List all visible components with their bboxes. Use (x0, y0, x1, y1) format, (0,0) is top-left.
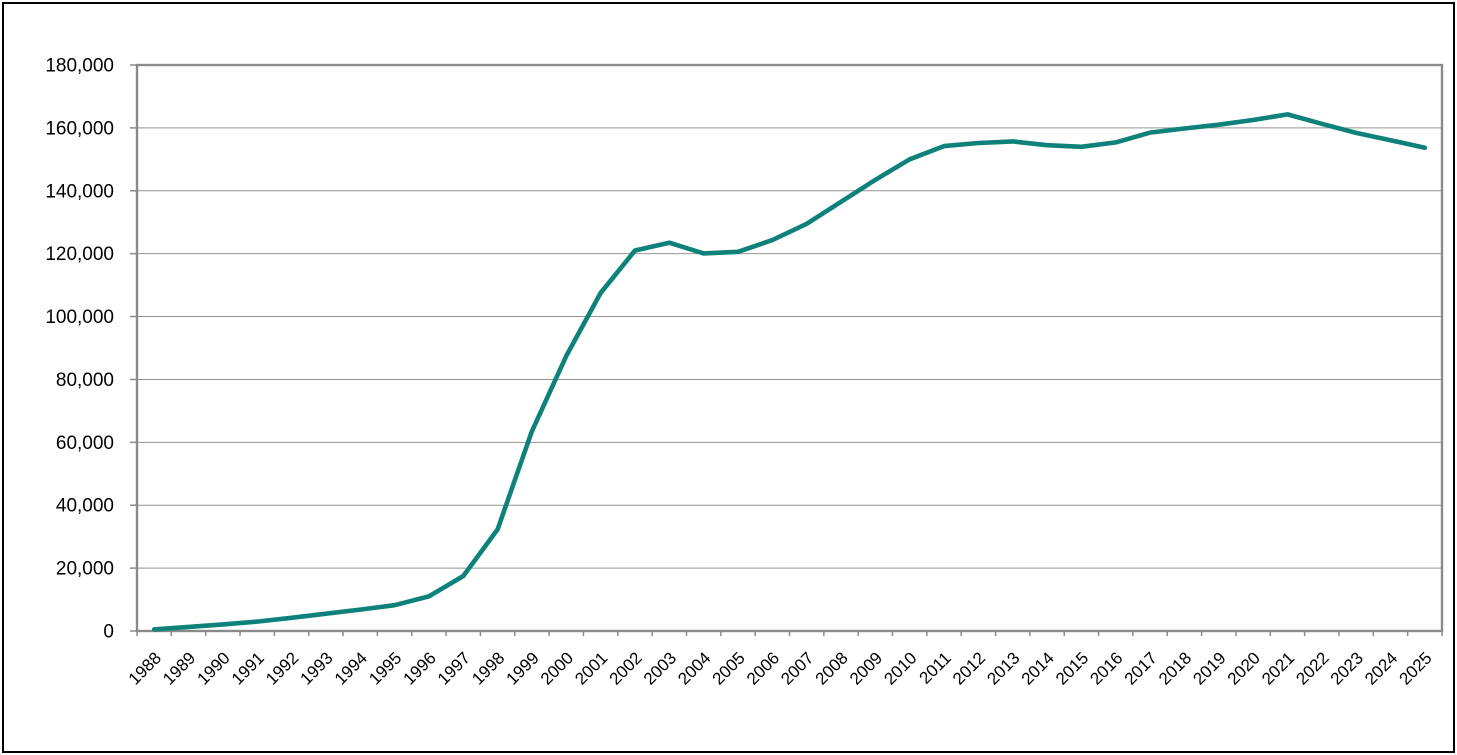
y-tick-label: 100,000 (45, 307, 114, 328)
x-tick-label: 2010 (880, 648, 920, 688)
x-tick-label: 2013 (983, 648, 1023, 688)
x-tick-label: 2017 (1121, 648, 1161, 688)
y-tick-label: 140,000 (45, 181, 114, 202)
y-tick-label: 20,000 (56, 559, 114, 580)
series-line (151, 112, 1428, 632)
x-tick-label: 2006 (743, 648, 783, 688)
x-tick-label: 2024 (1361, 648, 1401, 688)
x-tick-label: 1998 (468, 648, 508, 688)
x-tick-label: 2012 (949, 648, 989, 688)
y-tick-label: 160,000 (45, 118, 114, 139)
x-tick-label: 2009 (846, 648, 886, 688)
x-tick-label: 2014 (1018, 648, 1058, 688)
x-tick-label: 1997 (434, 648, 474, 688)
x-tick-label: 2018 (1155, 648, 1195, 688)
x-tick-label: 1988 (125, 648, 165, 688)
x-tick-label: 2002 (606, 648, 646, 688)
x-tick-label: 1999 (503, 648, 543, 688)
plot-border (135, 63, 1444, 633)
x-tick-label: 2022 (1292, 648, 1332, 688)
x-tick-label: 2025 (1395, 648, 1435, 688)
x-tick-label: 1994 (331, 648, 371, 688)
x-tick-label: 2019 (1189, 648, 1229, 688)
x-tick-label: 1993 (297, 648, 337, 688)
x-tick-label: 2003 (640, 648, 680, 688)
y-tick-label: 180,000 (45, 56, 114, 77)
x-tick-label: 2001 (571, 648, 611, 688)
x-tick-label: 2008 (812, 648, 852, 688)
x-tick-label: 1995 (365, 648, 405, 688)
x-tick-label: 2004 (674, 648, 714, 688)
x-tick-label: 1989 (159, 648, 199, 688)
x-tick-label: 1991 (228, 648, 268, 688)
y-tick-label: 0 (103, 622, 114, 643)
y-tick-label: 120,000 (45, 244, 114, 265)
y-tick-label: 80,000 (56, 370, 114, 391)
x-tick-label: 2020 (1224, 648, 1264, 688)
x-tick-label: 2021 (1258, 648, 1298, 688)
y-tick-label: 60,000 (56, 433, 114, 454)
x-tick-label: 2000 (537, 648, 577, 688)
x-tick-label: 1992 (262, 648, 302, 688)
x-tick-label: 2015 (1052, 648, 1092, 688)
x-tick-label: 2011 (916, 648, 955, 687)
x-tick-label: 2007 (777, 648, 817, 688)
x-tick-label: 2005 (709, 648, 749, 688)
y-tick-label: 40,000 (56, 496, 114, 517)
x-tick-label: 2023 (1327, 648, 1367, 688)
x-tick-label: 1990 (194, 648, 234, 688)
x-tick-label: 1996 (400, 648, 440, 688)
x-tick-label: 2016 (1086, 648, 1126, 688)
